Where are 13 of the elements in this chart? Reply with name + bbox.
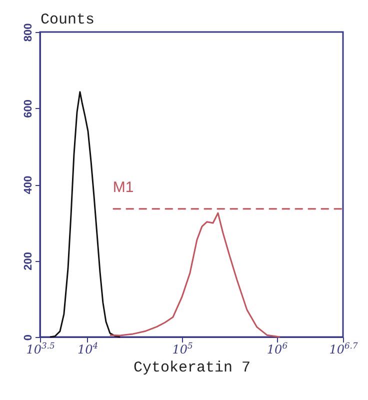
- x-tick-label: 10$^{4}$: [78, 340, 98, 356]
- annotation: M1: [112, 178, 134, 196]
- y-tick-label: 200: [22, 252, 34, 270]
- y-tick-label: 600: [22, 100, 34, 118]
- y-axis-title: Counts: [40, 12, 95, 28]
- x-axis-title: Cytokeratin 7: [133, 360, 251, 376]
- x-tick-label: 10$^{6.7}$: [329, 340, 358, 356]
- y-tick-label: 800: [22, 23, 34, 42]
- x-tick-label: 10$^{6}$: [266, 340, 288, 356]
- x-tick-label: 10$^{3.5}$: [26, 340, 55, 356]
- y-tick-label: 400: [22, 176, 34, 194]
- x-tick-label: 10$^{5}$: [172, 340, 193, 356]
- y-tick-label: 0: [22, 334, 34, 341]
